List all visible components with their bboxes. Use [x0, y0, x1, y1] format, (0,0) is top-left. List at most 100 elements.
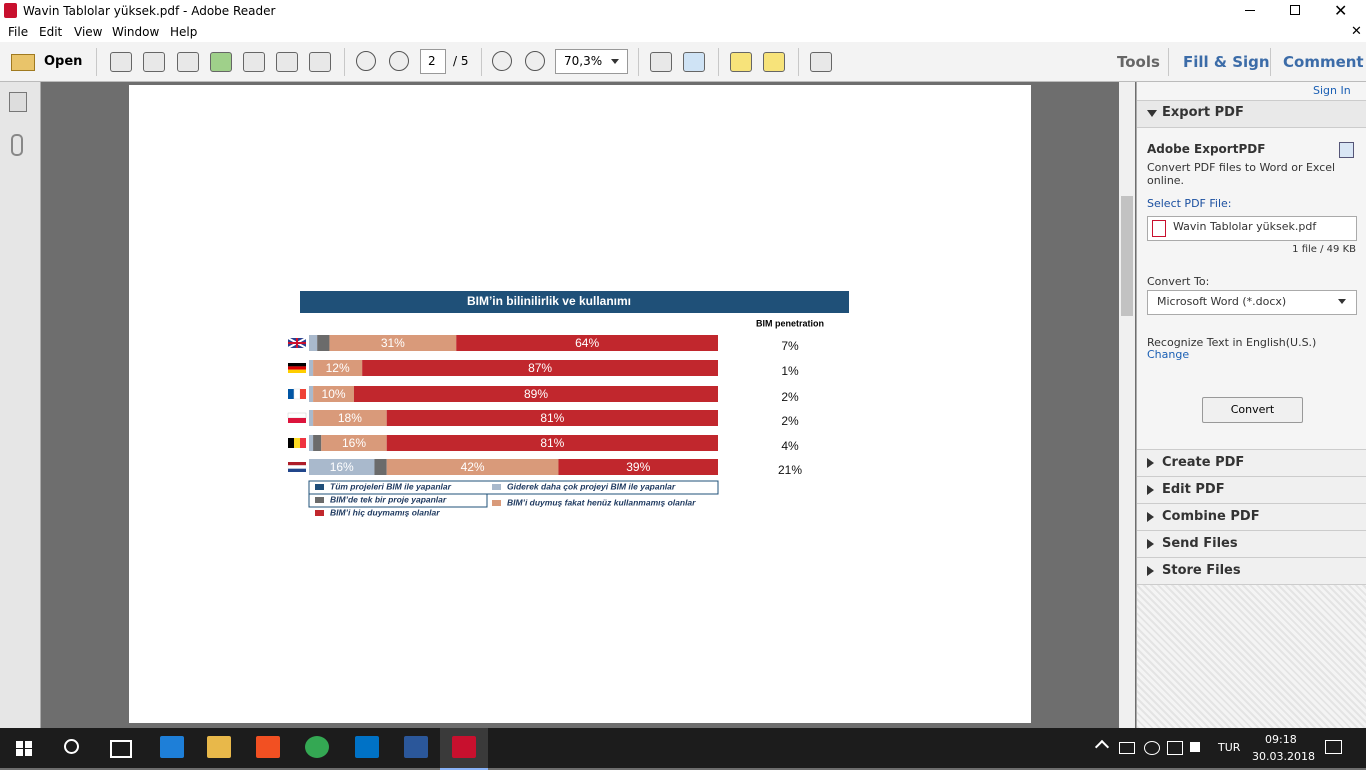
bar-segment: [313, 435, 322, 451]
separator: [1168, 48, 1169, 76]
zoom-value[interactable]: 70,3%: [564, 54, 603, 68]
bar-segment: [313, 360, 363, 376]
legend-swatch: [492, 484, 501, 490]
section[interactable]: Combine PDF: [1137, 503, 1366, 530]
network-icon[interactable]: [1167, 741, 1183, 755]
explorer-icon[interactable]: [207, 736, 231, 758]
section-title[interactable]: Create PDF: [1162, 455, 1245, 470]
convert-button[interactable]: [1202, 397, 1303, 423]
attach-icon[interactable]: [11, 134, 23, 156]
change-link[interactable]: Change: [1147, 348, 1190, 361]
export-title[interactable]: Export PDF: [1162, 105, 1244, 120]
section-title[interactable]: Combine PDF: [1162, 509, 1260, 524]
select-arrow[interactable]: [1338, 299, 1346, 304]
pages-icon[interactable]: [9, 92, 27, 112]
data-label: 16%: [342, 436, 366, 450]
data-label: 42%: [461, 460, 485, 474]
expand-arrow[interactable]: [1147, 458, 1154, 468]
scroll-thumb[interactable]: [1121, 196, 1133, 316]
volume-icon[interactable]: [1190, 742, 1200, 752]
penetration-value: 1%: [781, 364, 799, 378]
open-icon[interactable]: [11, 54, 35, 71]
section-title[interactable]: Edit PDF: [1162, 482, 1225, 497]
section[interactable]: Store Files: [1137, 557, 1366, 585]
search-button[interactable]: [64, 739, 79, 754]
scrollbar[interactable]: [1119, 82, 1135, 728]
comment-icon[interactable]: [730, 52, 752, 72]
mail-icon[interactable]: [309, 52, 331, 72]
tool-icon[interactable]: [110, 52, 132, 72]
clock-time[interactable]: 09:18: [1265, 733, 1297, 746]
chart: BIM’in bilinilirlik ve kullanımı BIM pen…: [287, 291, 849, 517]
bar-segment: [362, 360, 718, 376]
chart-title: BIM’in bilinilirlik ve kullanımı: [467, 294, 631, 308]
open-button[interactable]: Open: [44, 54, 83, 69]
format-value[interactable]: Microsoft Word (*.docx): [1157, 295, 1287, 308]
fit-icon[interactable]: [650, 52, 672, 72]
pdf-page: [129, 85, 1031, 723]
file-box[interactable]: [1147, 216, 1357, 241]
expand-arrow[interactable]: [1147, 566, 1154, 576]
close-doc[interactable]: ✕: [1351, 24, 1362, 39]
separator: [481, 48, 482, 76]
start-button[interactable]: [16, 741, 32, 756]
page-box[interactable]: [420, 49, 446, 74]
task-view[interactable]: [110, 740, 132, 758]
fullscreen-icon[interactable]: [810, 52, 832, 72]
bar-segment: [309, 410, 314, 426]
export-header[interactable]: [1137, 100, 1366, 128]
tool-icon[interactable]: [177, 52, 199, 72]
maximize[interactable]: [1290, 5, 1300, 15]
menu-item[interactable]: View: [74, 25, 103, 39]
sign-in[interactable]: Sign In: [1313, 84, 1351, 97]
convert-label[interactable]: Convert: [1230, 403, 1275, 416]
bar-segment: [456, 335, 718, 351]
highlight-icon[interactable]: [763, 52, 785, 72]
outlook-icon[interactable]: [355, 736, 379, 758]
fit-icon[interactable]: [683, 52, 705, 72]
tray-icon[interactable]: [1119, 742, 1135, 754]
zoom-in[interactable]: [525, 51, 545, 71]
minimize[interactable]: [1245, 10, 1255, 11]
reader-icon[interactable]: [452, 736, 476, 758]
tray-icon[interactable]: [1144, 741, 1160, 755]
prev-page[interactable]: [356, 51, 376, 71]
section[interactable]: Edit PDF: [1137, 476, 1366, 503]
flag-uk: [287, 337, 307, 349]
page-number[interactable]: 2: [428, 54, 436, 68]
close[interactable]: ✕: [1334, 1, 1348, 20]
data-label: 89%: [524, 387, 548, 401]
next-page[interactable]: [389, 51, 409, 71]
language[interactable]: TUR: [1218, 741, 1241, 754]
notifications[interactable]: [1325, 740, 1342, 754]
zoom-arrow[interactable]: [611, 59, 619, 64]
chrome-icon[interactable]: [305, 736, 329, 758]
word-icon[interactable]: [404, 736, 428, 758]
zoom-out[interactable]: [492, 51, 512, 71]
legend-box: [308, 480, 719, 495]
section-title[interactable]: Store Files: [1162, 563, 1241, 578]
store-icon[interactable]: [256, 736, 280, 758]
expand-arrow[interactable]: [1147, 539, 1154, 549]
format-select[interactable]: [1147, 290, 1357, 315]
comment-tab[interactable]: Comment: [1283, 53, 1364, 71]
section[interactable]: Create PDF: [1137, 449, 1366, 476]
section[interactable]: Send Files: [1137, 530, 1366, 557]
print-icon[interactable]: [276, 52, 298, 72]
tools-tab[interactable]: Tools: [1117, 53, 1160, 71]
menu-item[interactable]: Window: [112, 25, 160, 39]
menu-item[interactable]: File: [8, 25, 29, 39]
tool-icon[interactable]: [143, 52, 165, 72]
section-title[interactable]: Send Files: [1162, 536, 1238, 551]
clock-date[interactable]: 30.03.2018: [1252, 750, 1315, 763]
expand-arrow[interactable]: [1147, 512, 1154, 522]
fill-sign-tab[interactable]: Fill & Sign: [1183, 53, 1270, 71]
expand-arrow[interactable]: [1147, 110, 1157, 117]
menu-item[interactable]: Help: [170, 25, 198, 39]
tool-icon[interactable]: [243, 52, 265, 72]
menu-item[interactable]: Edit: [39, 25, 63, 39]
tool-icon[interactable]: [210, 52, 232, 72]
expand-arrow[interactable]: [1147, 485, 1154, 495]
edge-icon[interactable]: [160, 736, 184, 758]
service-icon[interactable]: [1339, 142, 1354, 158]
